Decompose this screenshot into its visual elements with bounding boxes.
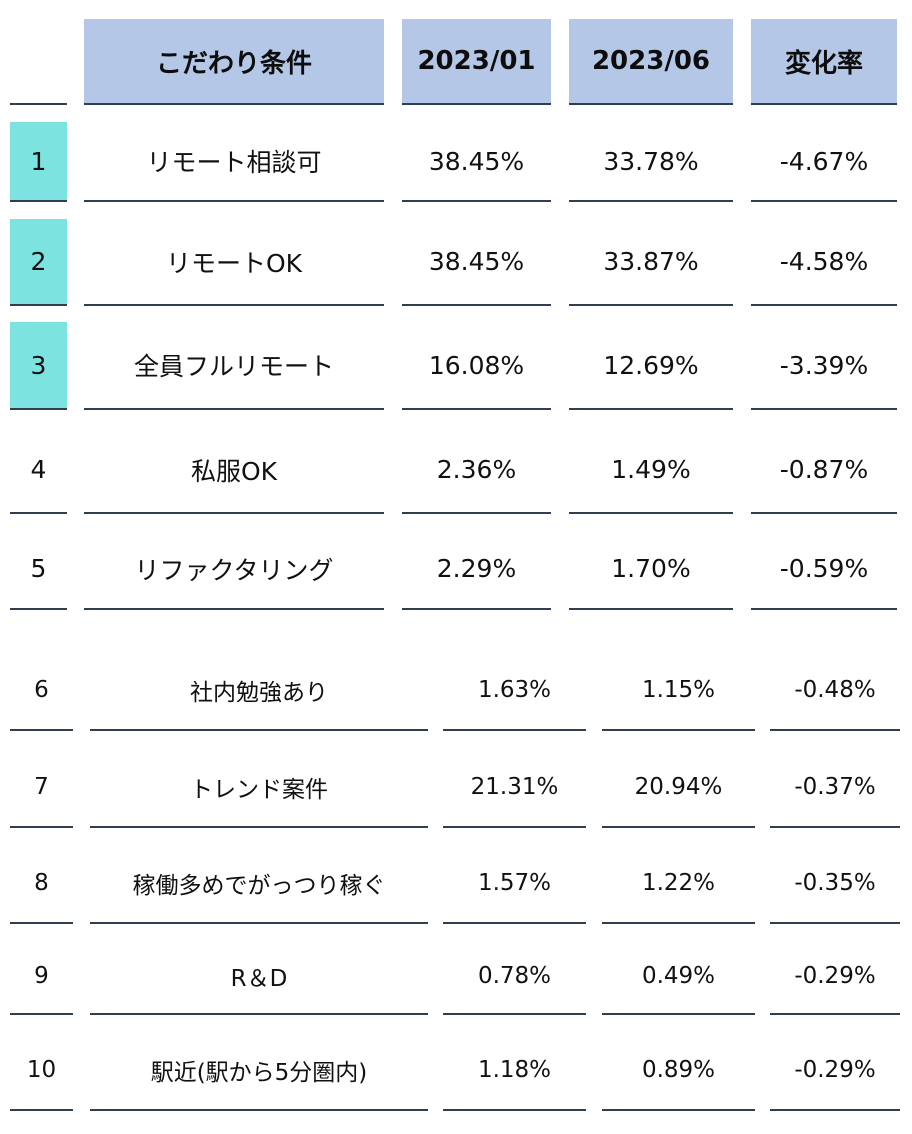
header-2023-01: 2023/01	[402, 19, 551, 105]
condition-cell: R＆D	[90, 938, 428, 1015]
jun-value-cell: 0.49%	[602, 938, 755, 1015]
rank-cell: 10	[10, 1030, 73, 1111]
jun-value-cell: 0.89%	[602, 1030, 755, 1111]
condition-cell: 社内勉強あり	[90, 650, 428, 731]
table-row: 10 駅近(駅から5分圏内) 1.18% 0.89% -0.29%	[0, 1030, 912, 1111]
jan-value-cell: 38.45%	[402, 219, 551, 306]
change-value-cell: -0.29%	[770, 938, 900, 1015]
rank-header-rule	[10, 103, 67, 105]
jan-value-cell: 16.08%	[402, 322, 551, 410]
jan-value-cell: 2.29%	[402, 529, 551, 610]
jun-value-cell: 33.78%	[569, 122, 733, 202]
change-value-cell: -0.59%	[751, 529, 897, 610]
table-row: 7 トレンド案件 21.31% 20.94% -0.37%	[0, 748, 912, 828]
jun-value-cell: 12.69%	[569, 322, 733, 410]
jun-value-cell: 33.87%	[569, 219, 733, 306]
jan-value-cell: 38.45%	[402, 122, 551, 202]
rank-cell: 7	[10, 748, 73, 828]
condition-cell: 全員フルリモート	[84, 322, 384, 410]
jan-value-cell: 2.36%	[402, 427, 551, 514]
jan-value-cell: 1.18%	[443, 1030, 586, 1111]
rank-cell: 1	[10, 122, 67, 202]
condition-cell: トレンド案件	[90, 748, 428, 828]
jun-value-cell: 20.94%	[602, 748, 755, 828]
rank-cell: 9	[10, 938, 73, 1015]
jun-value-cell: 1.15%	[602, 650, 755, 731]
change-value-cell: -4.58%	[751, 219, 897, 306]
change-value-cell: -0.37%	[770, 748, 900, 828]
jan-value-cell: 21.31%	[443, 748, 586, 828]
table-row: 4 私服OK 2.36% 1.49% -0.87%	[0, 427, 912, 514]
jan-value-cell: 0.78%	[443, 938, 586, 1015]
jun-value-cell: 1.22%	[602, 844, 755, 924]
header-change-rate: 変化率	[751, 19, 897, 105]
condition-cell: リファクタリング	[84, 529, 384, 610]
jan-value-cell: 1.63%	[443, 650, 586, 731]
table-row: 6 社内勉強あり 1.63% 1.15% -0.48%	[0, 650, 912, 731]
rank-cell: 4	[10, 427, 67, 514]
table-row: 3 全員フルリモート 16.08% 12.69% -3.39%	[0, 322, 912, 410]
header-condition: こだわり条件	[84, 19, 384, 105]
rank-cell: 8	[10, 844, 73, 924]
table-row: 5 リファクタリング 2.29% 1.70% -0.59%	[0, 529, 912, 610]
rank-cell: 6	[10, 650, 73, 731]
condition-cell: リモート相談可	[84, 122, 384, 202]
jan-value-cell: 1.57%	[443, 844, 586, 924]
jun-value-cell: 1.49%	[569, 427, 733, 514]
condition-cell: 駅近(駅から5分圏内)	[90, 1030, 428, 1111]
table-row: 9 R＆D 0.78% 0.49% -0.29%	[0, 938, 912, 1015]
rank-cell: 3	[10, 322, 67, 410]
condition-cell: 稼働多めでがっつり稼ぐ	[90, 844, 428, 924]
condition-cell: リモートOK	[84, 219, 384, 306]
change-value-cell: -0.35%	[770, 844, 900, 924]
header-2023-06: 2023/06	[569, 19, 733, 105]
rank-cell: 5	[10, 529, 67, 610]
table-row: 8 稼働多めでがっつり稼ぐ 1.57% 1.22% -0.35%	[0, 844, 912, 924]
condition-cell: 私服OK	[84, 427, 384, 514]
change-value-cell: -0.29%	[770, 1030, 900, 1111]
table-row: 1 リモート相談可 38.45% 33.78% -4.67%	[0, 122, 912, 202]
rank-cell: 2	[10, 219, 67, 306]
change-value-cell: -0.48%	[770, 650, 900, 731]
change-value-cell: -3.39%	[751, 322, 897, 410]
table-row: 2 リモートOK 38.45% 33.87% -4.58%	[0, 219, 912, 306]
jun-value-cell: 1.70%	[569, 529, 733, 610]
change-value-cell: -4.67%	[751, 122, 897, 202]
change-value-cell: -0.87%	[751, 427, 897, 514]
